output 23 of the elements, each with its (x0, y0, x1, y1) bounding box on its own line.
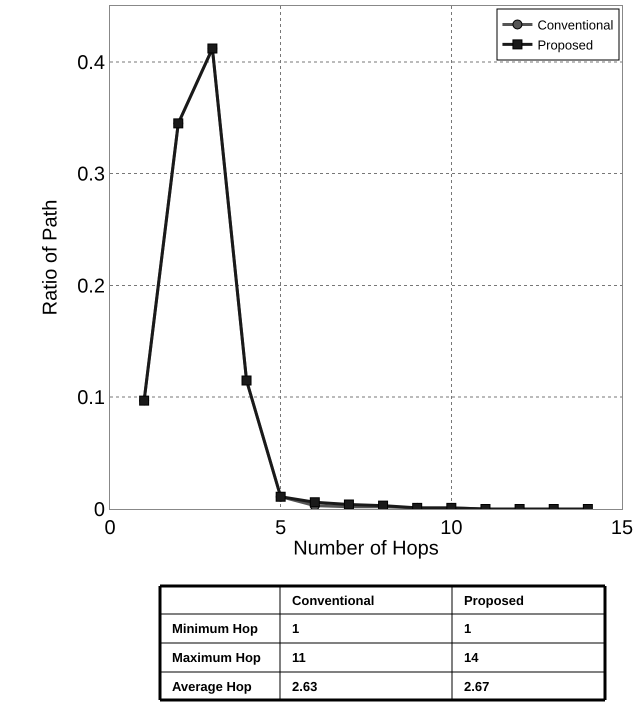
text: Minimum Hop (172, 621, 258, 636)
text: Average Hop (172, 679, 252, 694)
x-tick-label: 5 (275, 517, 286, 539)
text: Conventional (292, 593, 374, 608)
text: 1 (292, 621, 300, 636)
y-tick-label: 0.1 (77, 387, 105, 410)
legend-label: Proposed (537, 37, 594, 52)
y-tick-label: 0.2 (77, 275, 105, 298)
text: Proposed (464, 593, 524, 608)
text: 14 (464, 650, 480, 665)
x-tick-label: 10 (440, 517, 462, 539)
text: 1 (464, 621, 472, 636)
y-axis-title: Ratio of Path (40, 200, 62, 316)
text: 2.63 (292, 679, 318, 694)
y-tick-label: 0.3 (77, 164, 105, 186)
legend-label: Conventional (537, 18, 614, 33)
text: 11 (292, 650, 306, 665)
x-axis-title: Number of Hops (293, 538, 439, 560)
y-tick-label: 0 (94, 499, 105, 521)
y-tick-label: 0.4 (77, 52, 105, 74)
x-tick-label: 15 (610, 517, 634, 539)
text: Maximum Hop (172, 650, 261, 665)
text: 2.67 (464, 679, 490, 694)
